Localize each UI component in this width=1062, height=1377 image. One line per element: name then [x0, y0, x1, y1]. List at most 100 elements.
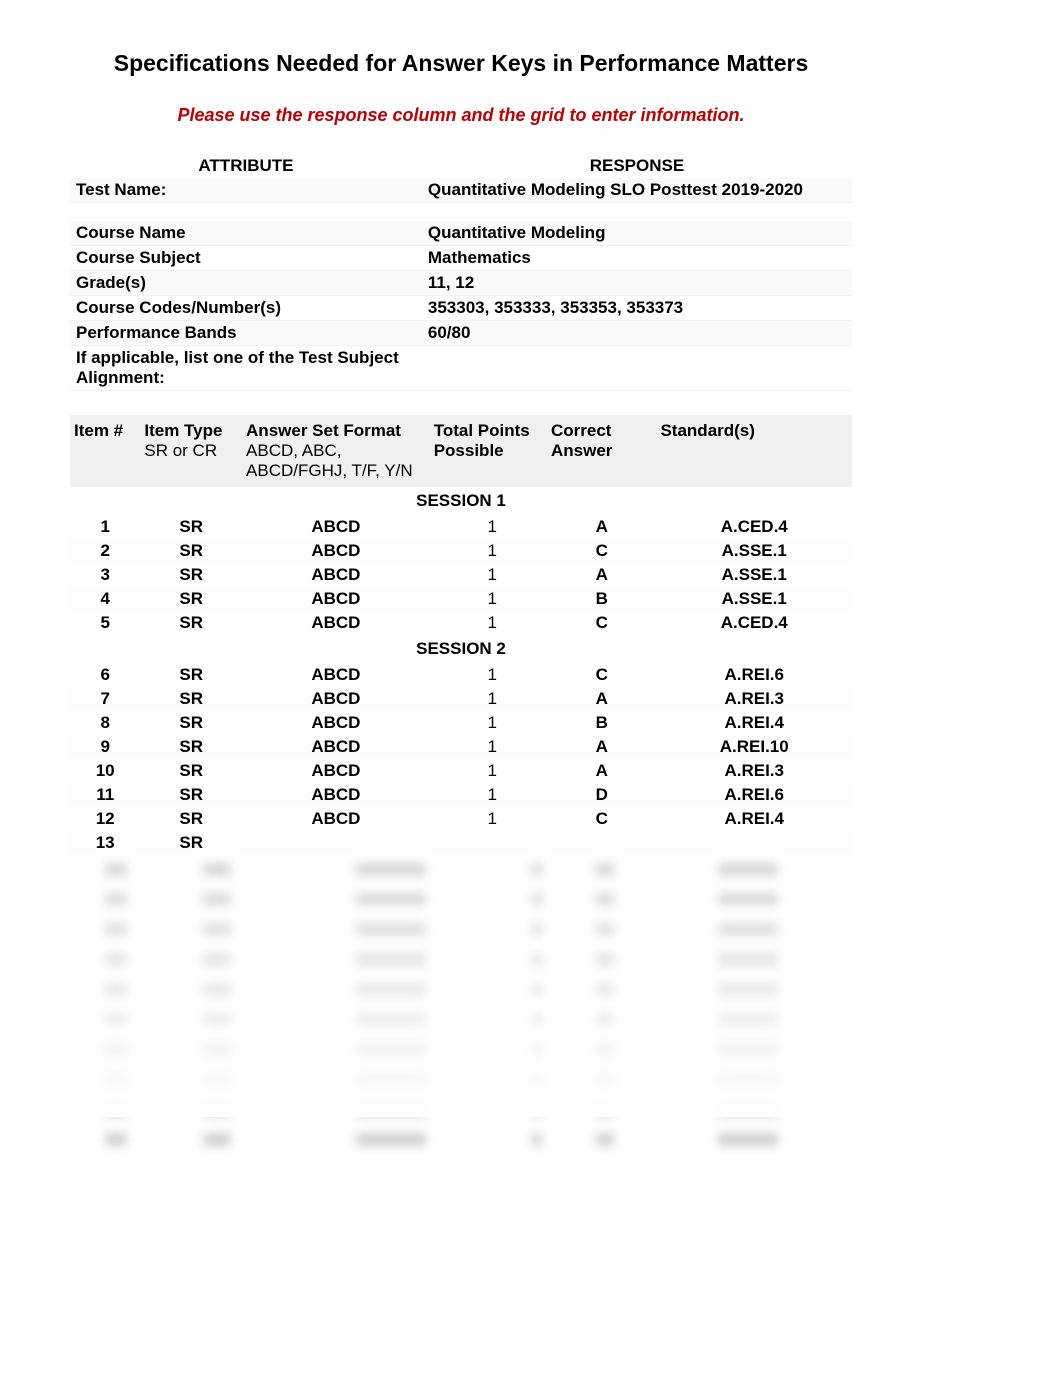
standard: A.REI.6: [656, 663, 852, 687]
table-row: 13SR: [70, 831, 852, 855]
col-header-type-main: Item Type: [144, 421, 222, 440]
correct-answer: B: [547, 587, 656, 611]
attr-value: Mathematics: [422, 246, 852, 271]
attr-label: Performance Bands: [70, 321, 422, 346]
correct-answer: C: [547, 611, 656, 635]
standard: [656, 831, 852, 855]
standard: A.SSE.1: [656, 563, 852, 587]
item-number: 8: [70, 711, 140, 735]
answer-format: ABCD: [242, 735, 430, 759]
answer-format: ABCD: [242, 687, 430, 711]
answer-format: ABCD: [242, 539, 430, 563]
correct-answer: D: [547, 783, 656, 807]
points-possible: 1: [430, 611, 547, 635]
points-possible: 1: [430, 515, 547, 539]
points-possible: 1: [430, 687, 547, 711]
correct-answer: B: [547, 711, 656, 735]
item-number: 13: [70, 831, 140, 855]
points-possible: 1: [430, 663, 547, 687]
points-possible: [430, 831, 547, 855]
session-label: SESSION 1: [70, 487, 852, 515]
standard: A.CED.4: [656, 515, 852, 539]
item-number: 1: [70, 515, 140, 539]
table-row: 11SRABCD1DA.REI.6: [70, 783, 852, 807]
blurred-content: [70, 857, 852, 1117]
correct-answer: A: [547, 759, 656, 783]
standard: A.REI.4: [656, 807, 852, 831]
table-row: 3SRABCD1AA.SSE.1: [70, 563, 852, 587]
session-header-row: SESSION 2: [70, 635, 852, 663]
item-type: SR: [140, 711, 242, 735]
answer-format: ABCD: [242, 711, 430, 735]
correct-answer: [547, 831, 656, 855]
blur-overlay: [70, 857, 852, 1117]
col-header-format-main: Answer Set Format: [246, 421, 401, 440]
correct-answer: A: [547, 735, 656, 759]
answer-format: ABCD: [242, 515, 430, 539]
item-number: 6: [70, 663, 140, 687]
attr-value: 11, 12: [422, 271, 852, 296]
standard: A.SSE.1: [656, 539, 852, 563]
points-possible: 1: [430, 735, 547, 759]
col-header-format: Answer Set Format ABCD, ABC, ABCD/FGHJ, …: [242, 415, 430, 487]
points-possible: 1: [430, 587, 547, 611]
table-row: 8SRABCD1BA.REI.4: [70, 711, 852, 735]
attr-value: 353303, 353333, 353353, 353373: [422, 296, 852, 321]
page-title: Specifications Needed for Answer Keys in…: [70, 50, 852, 77]
table-row: 1SRABCD1AA.CED.4: [70, 515, 852, 539]
attr-header-right: RESPONSE: [422, 154, 852, 178]
table-row: 2SRABCD1CA.SSE.1: [70, 539, 852, 563]
table-row: 7SRABCD1AA.REI.3: [70, 687, 852, 711]
item-number: 12: [70, 807, 140, 831]
col-header-points: Total Points Possible: [430, 415, 547, 487]
attr-label: If applicable, list one of the Test Subj…: [70, 346, 422, 391]
items-table: Item # Item Type SR or CR Answer Set For…: [70, 415, 852, 855]
table-row: 10SRABCD1AA.REI.3: [70, 759, 852, 783]
item-type: SR: [140, 735, 242, 759]
attr-label: Course Subject: [70, 246, 422, 271]
answer-format: ABCD: [242, 783, 430, 807]
col-header-type-sub: SR or CR: [144, 441, 238, 461]
col-header-answer: Correct Answer: [547, 415, 656, 487]
answer-format: ABCD: [242, 587, 430, 611]
standard: A.CED.4: [656, 611, 852, 635]
item-type: SR: [140, 611, 242, 635]
standard: A.SSE.1: [656, 587, 852, 611]
correct-answer: C: [547, 539, 656, 563]
table-row: 5SRABCD1CA.CED.4: [70, 611, 852, 635]
item-type: SR: [140, 687, 242, 711]
attr-label: Course Name: [70, 221, 422, 246]
item-number: 11: [70, 783, 140, 807]
item-type: SR: [140, 759, 242, 783]
standard: A.REI.3: [656, 687, 852, 711]
attr-value: 60/80: [422, 321, 852, 346]
attr-label: Grade(s): [70, 271, 422, 296]
answer-format: ABCD: [242, 563, 430, 587]
item-type: SR: [140, 783, 242, 807]
points-possible: 1: [430, 539, 547, 563]
answer-format: ABCD: [242, 611, 430, 635]
session-header-row: SESSION 1: [70, 487, 852, 515]
table-row: 9SRABCD1AA.REI.10: [70, 735, 852, 759]
points-possible: 1: [430, 783, 547, 807]
standard: A.REI.4: [656, 711, 852, 735]
attr-value: Quantitative Modeling: [422, 221, 852, 246]
item-type: SR: [140, 831, 242, 855]
standard: A.REI.3: [656, 759, 852, 783]
col-header-format-sub: ABCD, ABC, ABCD/FGHJ, T/F, Y/N: [246, 441, 426, 481]
standard: A.REI.10: [656, 735, 852, 759]
answer-format: ABCD: [242, 759, 430, 783]
attr-label: Course Codes/Number(s): [70, 296, 422, 321]
answer-format: ABCD: [242, 807, 430, 831]
item-type: SR: [140, 663, 242, 687]
session-label: SESSION 2: [70, 635, 852, 663]
table-row: 6SRABCD1CA.REI.6: [70, 663, 852, 687]
correct-answer: C: [547, 807, 656, 831]
table-row: 4SRABCD1BA.SSE.1: [70, 587, 852, 611]
item-number: 2: [70, 539, 140, 563]
item-number: 9: [70, 735, 140, 759]
item-type: SR: [140, 807, 242, 831]
attr-header-left: ATTRIBUTE: [70, 154, 422, 178]
item-number: 7: [70, 687, 140, 711]
item-type: SR: [140, 539, 242, 563]
